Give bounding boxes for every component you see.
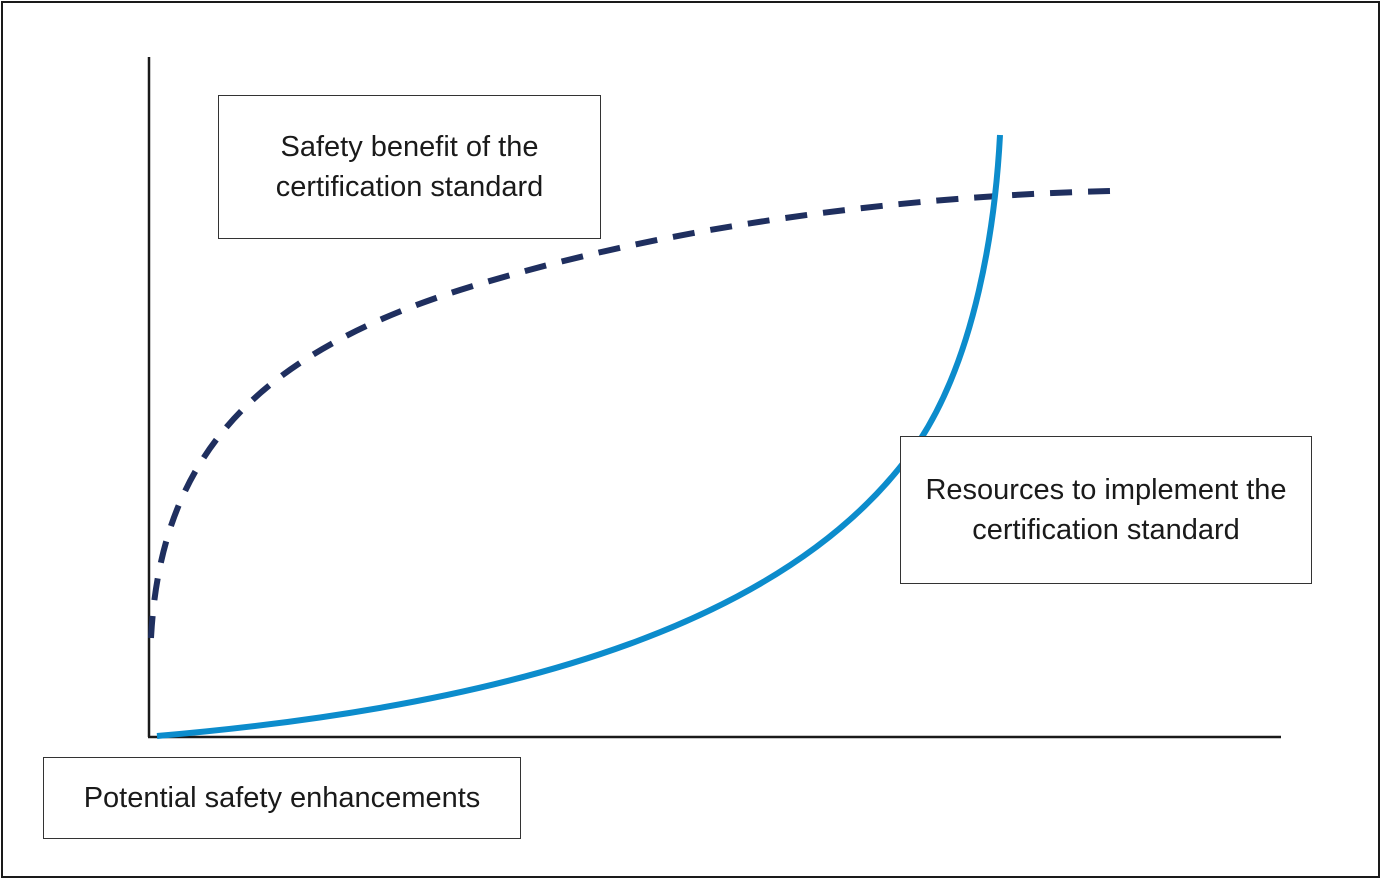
x-axis-label-text: Potential safety enhancements — [83, 782, 481, 814]
series-label-safety-benefit: Safety benefit of the certification stan… — [218, 95, 601, 239]
x-axis-label: Potential safety enhancements — [43, 757, 521, 839]
series-line-safety-benefit — [148, 188, 1111, 639]
series-label-resources-text: Resources to implement the certification… — [925, 474, 1287, 546]
series-label-safety-benefit-text: Safety benefit of the certification stan… — [275, 131, 544, 203]
series-line-resources — [156, 134, 1003, 739]
series-label-resources: Resources to implement the certification… — [900, 436, 1312, 584]
